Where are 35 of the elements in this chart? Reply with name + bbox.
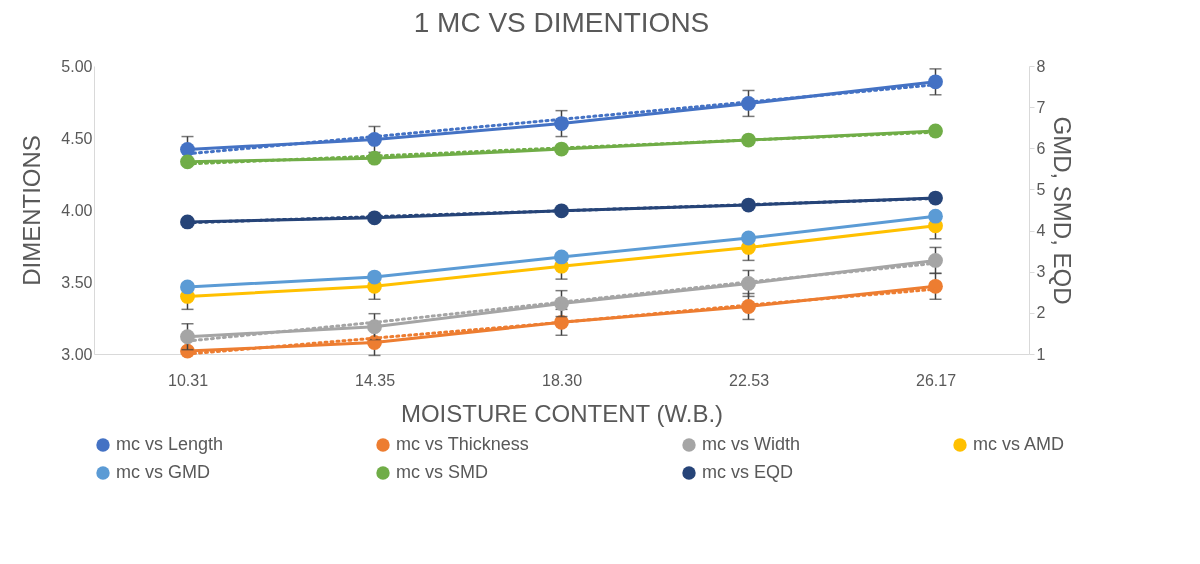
y2-tick-label: 4 — [1036, 222, 1046, 240]
y-tick-label: 4.00 — [61, 201, 93, 219]
chart-title: 1 MC VS DIMENTIONS — [413, 7, 710, 38]
x-axis-title: MOISTURE CONTENT (W.B.) — [400, 399, 724, 427]
point — [741, 230, 756, 246]
point — [180, 154, 195, 170]
point — [928, 208, 943, 224]
y-axis-title: DIMENTIONS — [18, 135, 46, 286]
y-tick-label: 4.50 — [61, 129, 93, 147]
legend-label: mc vs AMD — [973, 434, 1065, 454]
y2-axis-title: GMD, SMD, EQD — [1049, 116, 1077, 305]
y-tick-label: 3.00 — [61, 345, 93, 363]
legend-label: mc vs Thickness — [396, 434, 529, 454]
legend-label: mc vs Length — [116, 434, 224, 454]
y2-tick-label: 3 — [1036, 263, 1046, 281]
y2-tick-label: 6 — [1036, 139, 1046, 157]
y2-tick-label: 8 — [1036, 57, 1046, 75]
x-tick-label: 18.30 — [541, 371, 583, 389]
legend-label: mc vs GMD — [116, 462, 210, 482]
y2-tick-label: 5 — [1036, 180, 1046, 198]
x-tick-label: 14.35 — [354, 371, 396, 389]
y2-tick-label: 7 — [1036, 98, 1046, 116]
x-tick-label: 22.53 — [728, 371, 770, 389]
x-tick-label: 10.31 — [167, 371, 209, 389]
x-tick-label: 26.17 — [915, 371, 957, 389]
point — [554, 249, 569, 265]
y-tick-label: 5.00 — [61, 57, 93, 75]
legend-label: mc vs EQD — [702, 462, 794, 482]
legend-label: mc vs SMD — [396, 462, 488, 482]
y2-tick-label: 1 — [1036, 345, 1046, 363]
y2-tick-label: 2 — [1036, 304, 1046, 322]
point — [367, 269, 382, 285]
point — [180, 279, 195, 295]
y-tick-label: 3.50 — [61, 273, 93, 291]
legend-label: mc vs Width — [702, 434, 801, 454]
